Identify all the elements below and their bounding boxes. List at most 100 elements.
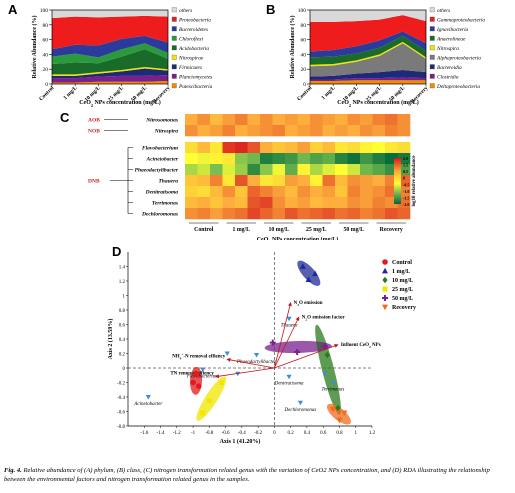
- heatmap-group-label: 25 mg/L: [306, 227, 327, 233]
- heatmap-cell: [285, 164, 298, 176]
- species-label: Flavobacterium: [186, 374, 219, 379]
- legend-swatch-acidobacteria: [171, 45, 177, 51]
- plot-frame: [51, 9, 169, 85]
- heatmap-cell: [210, 197, 223, 209]
- ellipse-1-mg-l: [297, 260, 321, 286]
- heatmap-cell: [385, 153, 398, 165]
- heatmap-cell: [222, 114, 236, 126]
- heatmap-cell: [372, 153, 386, 165]
- area-gammaproteobacteria: [310, 15, 426, 52]
- arrow-tn-removal-effiency: [215, 367, 275, 379]
- heatmap-cell: [285, 197, 298, 209]
- point-recovery: [329, 406, 336, 413]
- heatmap-cell: [272, 186, 286, 198]
- ellipse-10-mg-l: [315, 324, 341, 415]
- heatmap-cell: [360, 153, 373, 165]
- heatmap-cell: [385, 175, 398, 187]
- legend-swatch-deltaproteobacteria: [429, 83, 435, 89]
- heatmap-cell: [297, 208, 311, 220]
- legend-swatch-chloroflexi: [171, 35, 177, 41]
- y-axis-label: Relative Abundance (%): [31, 15, 38, 78]
- legend-swatch-clostridia: [429, 73, 435, 79]
- heatmap-cell: [322, 142, 336, 154]
- heatmap-cell: [347, 164, 361, 176]
- heatmap-cell: [397, 125, 411, 137]
- heatmap-cell: [260, 153, 273, 165]
- point-50-mg-l: [321, 343, 328, 350]
- heatmap-cell: [385, 208, 398, 220]
- heatmap-cell: [197, 175, 211, 187]
- legend-swatch-patescibacteria: [171, 83, 177, 89]
- y-tick-label: 100: [298, 8, 307, 14]
- panel-d: D -1.6 -1.4 -1.2 -1 -0.8 -0.6 -0.4 -0.2 0 0.2 0.4 0.…: [0, 240, 515, 465]
- heatmap-row-label: Flavobacterium: [142, 146, 179, 152]
- area-planctomycetes: [52, 75, 168, 83]
- heatmap-cell: [210, 186, 223, 198]
- legend-tick-label: 1.5: [403, 163, 408, 168]
- legend-label: 1 mg/L: [392, 269, 410, 275]
- species-marker: [286, 374, 292, 380]
- point-control: [193, 371, 200, 377]
- heatmap-cell: [235, 208, 248, 220]
- heatmap-cell: [247, 153, 261, 165]
- arrow-label-influent-ceo2-nps: Influent CeO2 NPs: [341, 343, 381, 349]
- species-label: Phaeodactylibacter: [236, 360, 276, 365]
- heatmap-cell: [310, 164, 323, 176]
- y-tick-label: -0.8: [117, 425, 125, 430]
- heatmap-cell: [247, 208, 261, 220]
- heatmap-row-label: Acinetobacter: [146, 157, 179, 163]
- legend-label: Firmicutes: [178, 65, 202, 71]
- heatmap-cell: [372, 197, 386, 209]
- panel-a: A 0 20 40 60 80 100 Relative Abundance (%) Contr…: [0, 0, 258, 108]
- heatmap-cell: [272, 197, 286, 209]
- y-tick-label: -0.6: [117, 410, 125, 415]
- legend-label: Nitrospirae: [178, 56, 204, 62]
- legend-swatch-planctomycetes: [171, 73, 177, 79]
- species-marker: [200, 367, 206, 372]
- heatmap-cell: [372, 142, 386, 154]
- species-label: Denitratisoma: [274, 382, 304, 387]
- heatmap-cell: [310, 114, 323, 126]
- panel-b: B 0 20 40 60 80 100 Relative Abundance (%) Contr…: [258, 0, 515, 108]
- process-label-nob: NOB: [88, 129, 100, 135]
- heatmap-cell: [310, 197, 323, 209]
- heatmap-cell: [185, 164, 198, 176]
- heatmap-cell: [272, 208, 286, 220]
- heatmap-cell: [185, 197, 198, 209]
- y-tick-label: -0.4: [117, 396, 125, 401]
- heatmap-cell: [347, 114, 361, 126]
- panel-letter: A: [8, 2, 18, 17]
- heatmap-cell: [372, 186, 386, 198]
- legend-label: Nitrospira: [436, 46, 459, 52]
- heatmap-cell: [360, 186, 373, 198]
- heatmap-cell: [222, 142, 236, 154]
- heatmap-cell: [197, 186, 211, 198]
- heatmap-cell: [385, 164, 398, 176]
- legend-swatch-anaerolineae: [429, 35, 435, 41]
- x-tick-label: -1: [191, 431, 196, 436]
- legend-tick-label: -1.5: [403, 195, 409, 200]
- heatmap-cell: [335, 114, 348, 126]
- arrow-nh4-n-removal-effiency: [226, 357, 275, 369]
- arrow-label-n2o-emission: N2O emission: [294, 301, 323, 307]
- panel-letter: D: [112, 244, 121, 259]
- heatmap-cell: [185, 175, 198, 187]
- heatmap-cell: [185, 186, 198, 198]
- heatmap-cell: [322, 125, 336, 137]
- legend-swatch-nitrospirae: [171, 54, 177, 60]
- heatmap-cell: [397, 153, 411, 165]
- heatmap-cell: [185, 114, 198, 126]
- arrow-label-nh4-n-removal-effiency: NH4+-N removal effiency: [172, 352, 226, 360]
- point-recovery: [341, 410, 348, 417]
- heatmap-cell: [310, 125, 323, 137]
- heatmap-cell: [260, 142, 273, 154]
- point-25-mg-l: [219, 380, 225, 385]
- heatmap-cell: [272, 125, 286, 137]
- heatmap-cell: [322, 208, 336, 220]
- legend-label: Control: [392, 260, 412, 266]
- x-tick-label: -1.4: [157, 431, 165, 436]
- heatmap-row-label: Dechloromonas: [141, 212, 178, 218]
- caption-text: Relative abundance of (A) phylum, (B) cl…: [4, 467, 490, 483]
- legend-label: Bacteroidia: [437, 65, 462, 71]
- heatmap-cell: [335, 175, 348, 187]
